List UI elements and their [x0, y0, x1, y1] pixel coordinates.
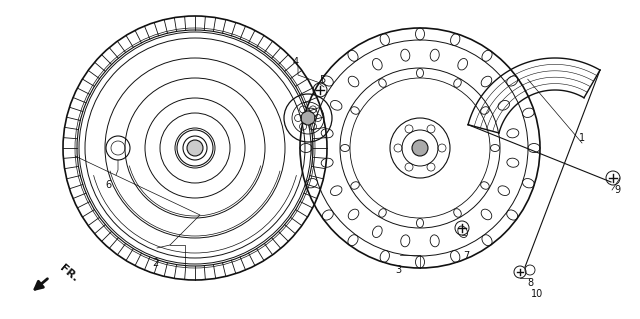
Polygon shape: [468, 58, 600, 133]
Text: 10: 10: [531, 289, 543, 299]
Text: 4: 4: [293, 57, 299, 67]
Text: 3: 3: [395, 265, 401, 275]
Circle shape: [63, 16, 327, 280]
Circle shape: [301, 111, 315, 125]
Text: 8: 8: [527, 278, 533, 288]
Text: 7: 7: [463, 251, 469, 261]
Circle shape: [412, 140, 428, 156]
Circle shape: [187, 140, 203, 156]
Text: 2: 2: [152, 258, 158, 268]
Text: 1: 1: [579, 133, 585, 143]
Text: 9: 9: [614, 185, 620, 195]
Circle shape: [298, 26, 542, 270]
Text: 6: 6: [105, 180, 111, 190]
Text: 5: 5: [319, 75, 325, 85]
Text: FR.: FR.: [58, 263, 80, 283]
